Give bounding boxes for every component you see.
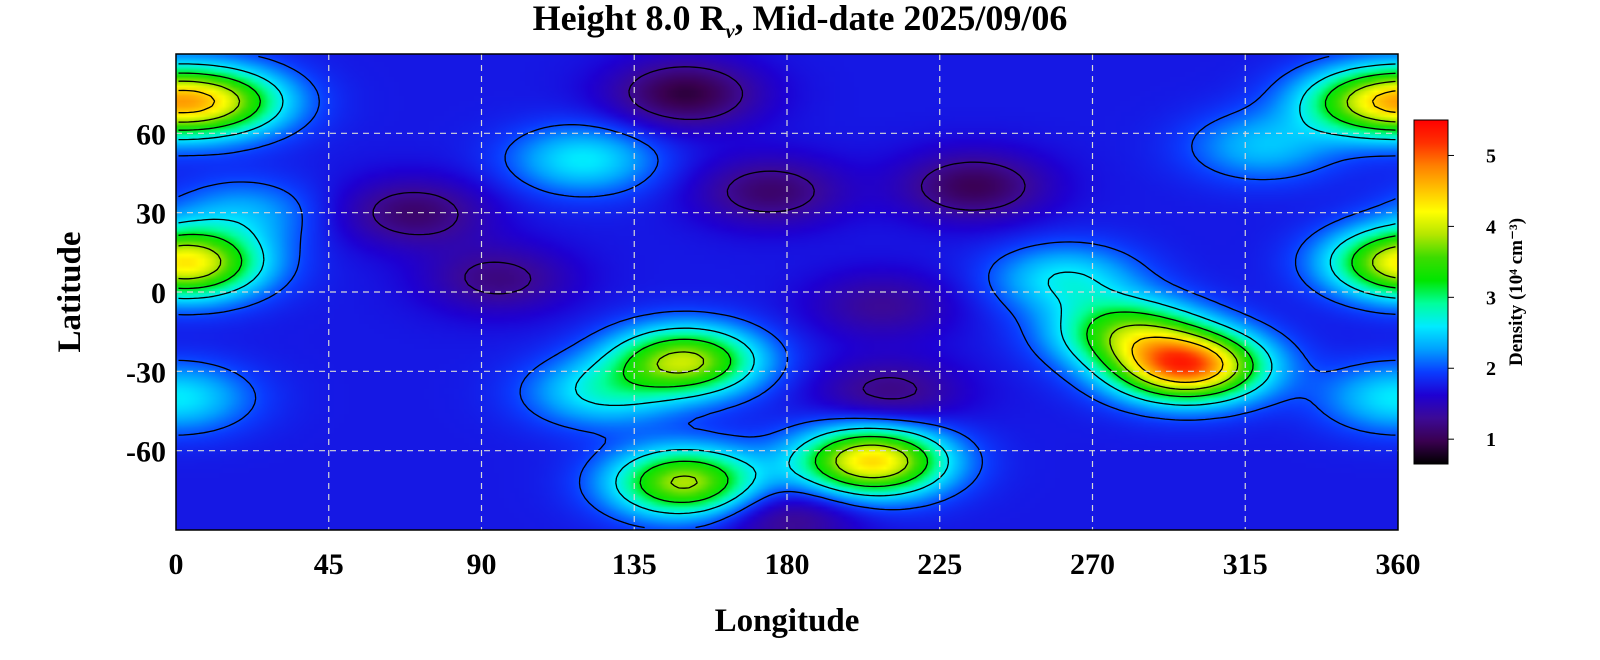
contour-level [372, 66, 1026, 400]
colorbar-tick-label: 5 [1486, 145, 1496, 167]
contour-level [178, 80, 1396, 489]
y-tick-label: 60 [136, 118, 166, 151]
x-tick-label: 270 [1070, 548, 1115, 581]
colorbar-ticks: 1 2 3 4 5 [1448, 145, 1496, 451]
y-tick-label: 0 [151, 277, 166, 310]
colorbar-tick-label: 4 [1486, 216, 1496, 238]
colorbar: 1 2 3 4 5 Density (10⁴ cm⁻³) [1413, 119, 1527, 465]
grid-lines [176, 54, 1398, 530]
y-tick-label: -30 [126, 356, 166, 389]
plot-frame [175, 53, 1399, 531]
y-axis-label: Latitude [52, 231, 88, 352]
y-tick-label: 30 [136, 198, 166, 231]
x-tick-label: 45 [314, 548, 344, 581]
y-axis-ticks: 60 30 0 -30 -60 [126, 118, 166, 468]
colorbar-label: Density (10⁴ cm⁻³) [1506, 218, 1527, 366]
chart-title: Height 8.0 Rν, Mid-date 2025/09/06 [533, 0, 1068, 43]
x-tick-label: 315 [1223, 548, 1268, 581]
colorbar-tick-label: 2 [1486, 358, 1496, 380]
chart-title-subscript: ν [726, 21, 736, 43]
x-axis-label: Longitude [715, 603, 860, 639]
chart-title-suffix: , Mid-date 2025/09/06 [734, 0, 1067, 38]
x-tick-label: 0 [169, 548, 184, 581]
x-tick-label: 360 [1376, 548, 1421, 581]
y-tick-label: -60 [126, 436, 166, 469]
contour-lines [178, 55, 1396, 529]
contour-level [178, 89, 1396, 384]
x-tick-label: 90 [467, 548, 497, 581]
colorbar-fill [1413, 119, 1449, 465]
x-axis-ticks: 0 45 90 135 180 225 270 315 360 [169, 548, 1421, 581]
colorbar-tick-label: 3 [1486, 287, 1496, 309]
chart-title-prefix: Height 8.0 R [533, 0, 727, 38]
contour-level [178, 63, 1396, 515]
plot-area [175, 53, 1399, 531]
colorbar-tick-label: 1 [1486, 429, 1496, 451]
x-tick-label: 135 [612, 548, 657, 581]
x-tick-label: 225 [917, 548, 962, 581]
contour-level [178, 72, 1396, 504]
contour-level [178, 55, 1396, 529]
x-tick-label: 180 [765, 548, 810, 581]
